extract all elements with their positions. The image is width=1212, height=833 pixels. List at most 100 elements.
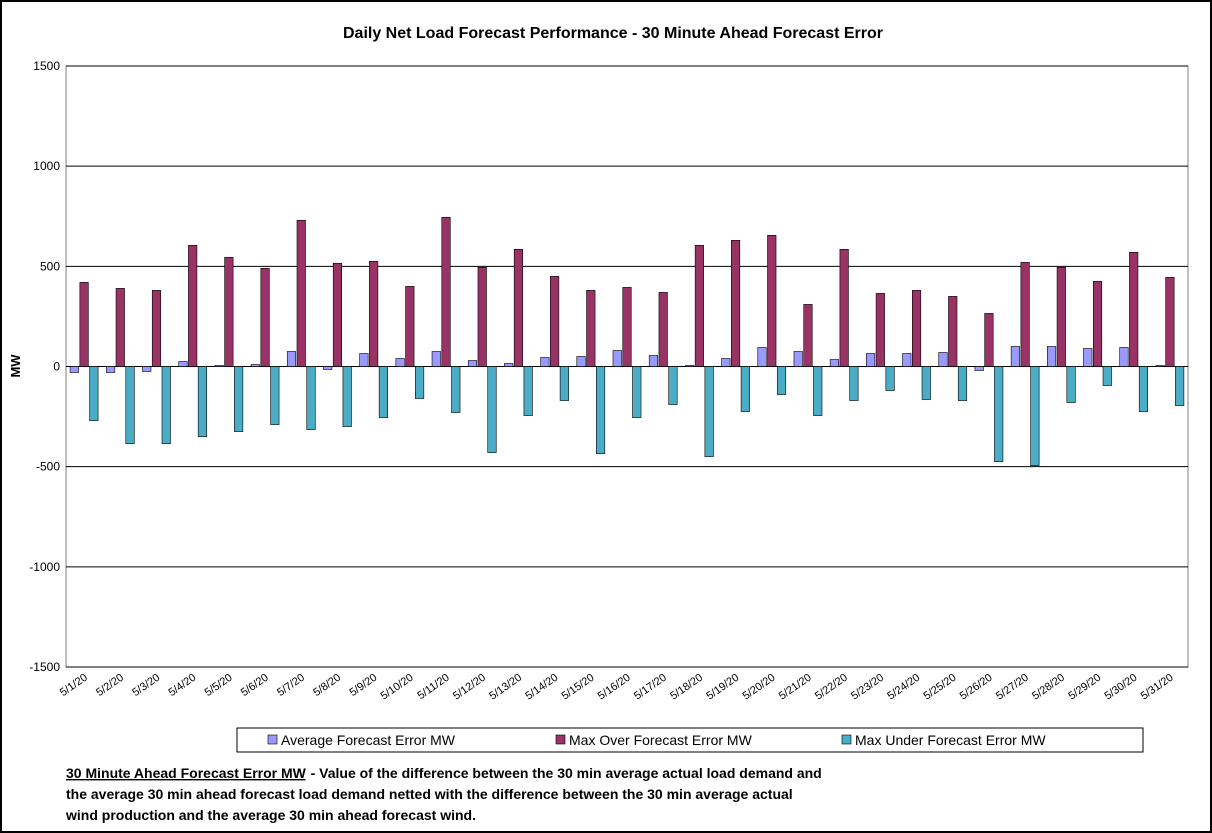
legend-label: Max Over Forecast Error MW xyxy=(569,732,753,748)
bar xyxy=(224,257,234,367)
note-label: 30 Minute Ahead Forecast Error MW xyxy=(66,765,307,781)
bar xyxy=(359,353,369,367)
bar xyxy=(504,363,514,367)
legend-box xyxy=(236,727,1144,753)
note-line: - Value of the difference between the 30… xyxy=(311,765,822,781)
bar xyxy=(721,358,731,367)
y-tick-label: 1000 xyxy=(33,159,60,173)
bar xyxy=(1129,252,1139,367)
bar xyxy=(369,261,379,367)
bar xyxy=(632,366,642,418)
bar xyxy=(378,366,388,418)
bar xyxy=(296,219,306,367)
bar xyxy=(974,366,984,371)
bar xyxy=(776,366,787,395)
bar xyxy=(1030,366,1040,466)
bar xyxy=(69,366,79,373)
y-tick-label: 0 xyxy=(53,360,60,374)
bar xyxy=(938,352,948,367)
bar xyxy=(1020,262,1030,367)
bar xyxy=(79,282,89,367)
bar xyxy=(188,244,198,367)
bar xyxy=(332,263,343,367)
bar xyxy=(902,353,912,367)
bar xyxy=(767,234,777,367)
bar xyxy=(1047,346,1057,367)
bar xyxy=(885,366,895,391)
bar xyxy=(441,216,451,367)
bar xyxy=(596,366,606,454)
bar xyxy=(197,366,207,437)
bar xyxy=(984,313,994,367)
bar xyxy=(849,366,859,401)
bar xyxy=(415,366,425,399)
legend-swatch xyxy=(841,734,852,745)
bar xyxy=(1010,346,1020,367)
bar xyxy=(668,366,678,405)
bar xyxy=(342,366,352,427)
bar xyxy=(911,290,922,367)
bar xyxy=(451,366,461,413)
bar xyxy=(395,358,405,367)
bar xyxy=(1175,366,1185,406)
bar xyxy=(586,290,596,367)
note-line: wind production and the average 30 min a… xyxy=(65,807,476,823)
bar xyxy=(829,359,839,367)
bar xyxy=(957,366,968,401)
y-tick-label: 1500 xyxy=(33,59,60,73)
note-line: the average 30 min ahead forecast load d… xyxy=(66,786,793,802)
bar xyxy=(757,347,767,367)
bar xyxy=(994,366,1004,462)
bar xyxy=(523,366,533,416)
bar xyxy=(839,249,849,367)
bar xyxy=(431,351,441,367)
bar xyxy=(161,366,171,444)
y-tick-label: 500 xyxy=(40,259,60,273)
bar xyxy=(1056,267,1066,367)
bar xyxy=(260,268,270,367)
bar xyxy=(1165,277,1175,367)
bar xyxy=(559,366,569,401)
legend-label: Max Under Forecast Error MW xyxy=(855,732,1046,748)
bar xyxy=(323,366,333,370)
bar xyxy=(550,276,560,367)
bar xyxy=(866,353,876,367)
note: 30 Minute Ahead Forecast Error MW - Value… xyxy=(66,765,822,781)
bar xyxy=(513,249,523,367)
bar xyxy=(142,366,152,372)
bar xyxy=(214,365,224,367)
bar xyxy=(875,293,885,367)
legend-label: Average Forecast Error MW xyxy=(281,732,456,748)
bar xyxy=(250,364,260,367)
bar xyxy=(125,366,135,444)
bar xyxy=(405,286,415,367)
bar xyxy=(270,366,280,425)
bar xyxy=(1119,347,1129,367)
bar xyxy=(921,366,931,400)
bar xyxy=(704,366,714,457)
bar xyxy=(803,304,813,367)
y-tick-label: -1500 xyxy=(29,660,60,674)
bar xyxy=(740,366,750,412)
y-axis-label: MW xyxy=(8,354,23,378)
bar xyxy=(685,365,695,367)
legend-swatch xyxy=(267,734,278,745)
bar xyxy=(576,356,586,367)
bar xyxy=(1138,366,1149,412)
bar xyxy=(731,239,741,367)
bar xyxy=(178,361,188,367)
bar xyxy=(1102,366,1112,386)
bar xyxy=(540,357,550,367)
bar xyxy=(694,244,704,367)
legend-swatch xyxy=(555,734,566,745)
bar xyxy=(467,360,478,367)
bar xyxy=(658,292,668,367)
bar xyxy=(1083,348,1093,367)
chart-title: Daily Net Load Forecast Performance - 30… xyxy=(343,25,883,42)
bar xyxy=(1092,281,1103,367)
bar xyxy=(1155,365,1165,367)
bar xyxy=(89,366,99,421)
bar xyxy=(948,296,958,367)
bar xyxy=(622,287,632,367)
